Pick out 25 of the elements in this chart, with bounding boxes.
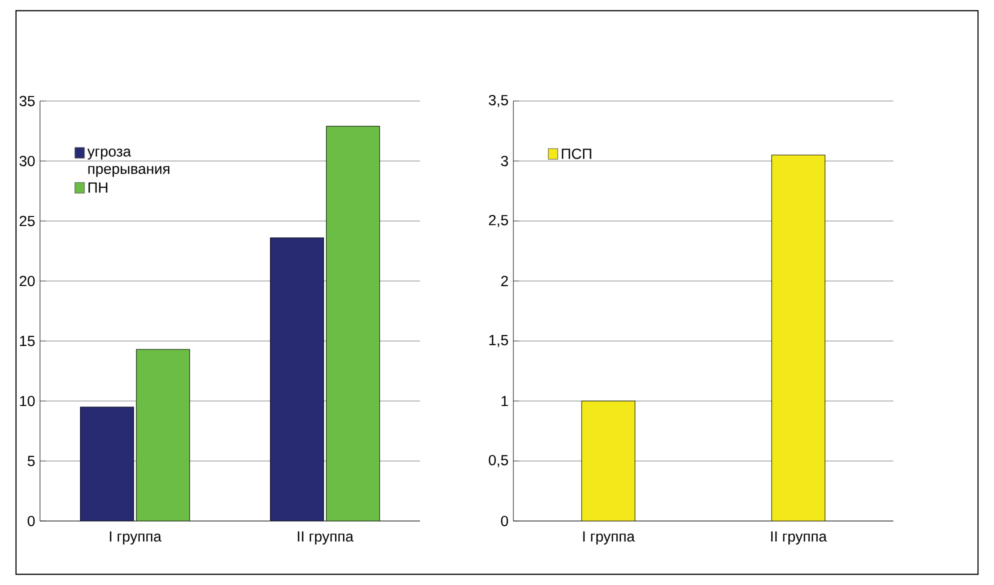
y-tick-label: 15 <box>20 336 35 346</box>
legend-label: угроза прерывания <box>87 148 170 177</box>
bar <box>80 407 134 521</box>
y-tick-label: 30 <box>20 156 35 166</box>
x-tick-label: II группа <box>771 531 827 545</box>
y-tick-label: 0 <box>28 516 35 526</box>
y-tick-label: 3 <box>501 156 508 166</box>
legend-label: ПСП <box>562 148 592 159</box>
y-tick-label: 1 <box>502 396 508 406</box>
y-tick-label: 20 <box>20 276 35 286</box>
bar <box>270 238 324 521</box>
y-tick-label: 0,5 <box>488 454 508 468</box>
y-tick-label: 1,5 <box>489 335 508 347</box>
y-tick-label: 0 <box>501 516 508 526</box>
legend-label: ПН <box>88 182 108 193</box>
y-tick-label: 10 <box>20 396 35 406</box>
y-tick-label: 2 <box>501 276 508 286</box>
x-tick-label: I группа <box>583 531 635 545</box>
y-tick-label: 5 <box>28 456 35 466</box>
y-tick-label: 25 <box>20 216 35 226</box>
x-tick-label: I группа <box>110 531 162 545</box>
x-tick-label: II группа <box>298 531 354 545</box>
y-tick-label: 35 <box>20 96 35 106</box>
y-tick-label: 2,5 <box>488 214 508 228</box>
y-tick-label: 3,5 <box>488 94 508 108</box>
